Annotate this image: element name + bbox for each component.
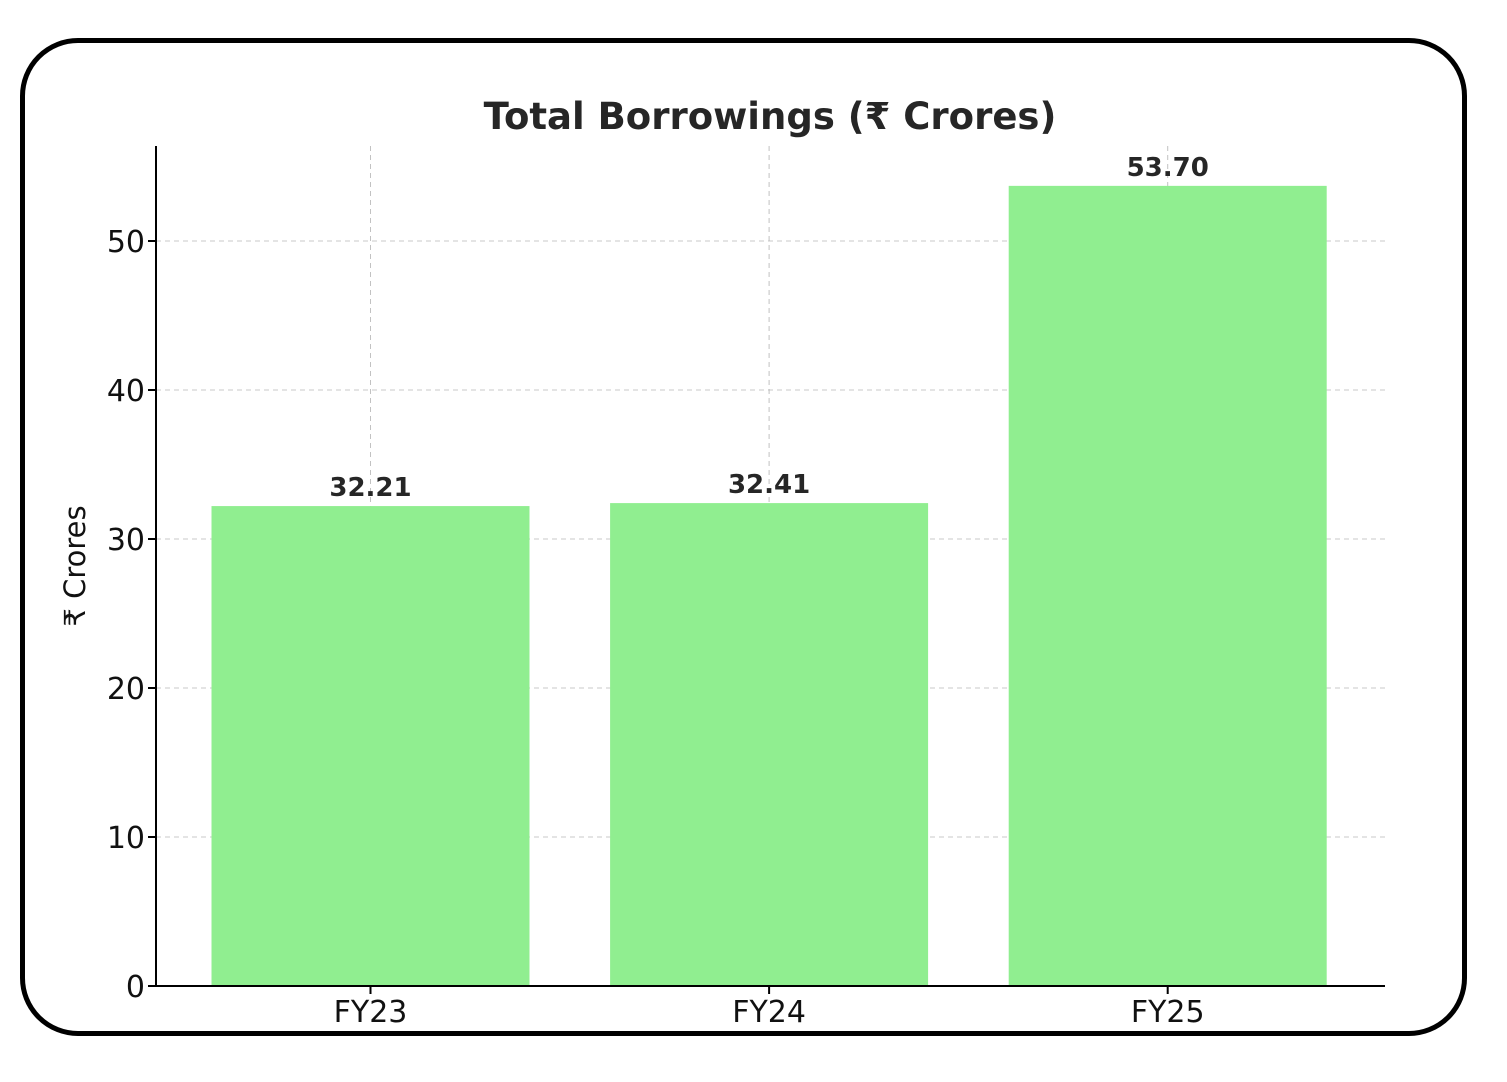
y-tick-label: 50 [107, 225, 145, 260]
x-tick-label-fy25: FY25 [1131, 995, 1205, 1030]
chart-title: Total Borrowings (₹ Crores) [484, 95, 1057, 138]
value-labels: 32.21 32.41 53.70 [329, 153, 1208, 503]
bar-fy23 [211, 506, 530, 986]
bar-fy24 [610, 503, 929, 986]
y-axis-label: ₹ Crores [58, 505, 92, 626]
y-tick-label: 40 [107, 374, 145, 409]
value-label-fy24: 32.41 [728, 470, 810, 500]
y-tick-label: 0 [126, 970, 145, 1005]
x-tick-label-fy23: FY23 [334, 995, 408, 1030]
bar-fy25 [1008, 185, 1327, 986]
y-tick-label: 30 [107, 523, 145, 558]
x-axis: FY23 FY24 FY25 [156, 985, 1385, 1030]
y-tick-label: 20 [107, 672, 145, 707]
bars [211, 185, 1327, 986]
x-tick-label-fy24: FY24 [732, 995, 806, 1030]
y-tick-label: 10 [107, 821, 145, 856]
value-label-fy23: 32.21 [329, 473, 411, 503]
y-axis: 0 10 20 30 40 50 [107, 146, 157, 1005]
value-label-fy25: 53.70 [1127, 153, 1209, 183]
